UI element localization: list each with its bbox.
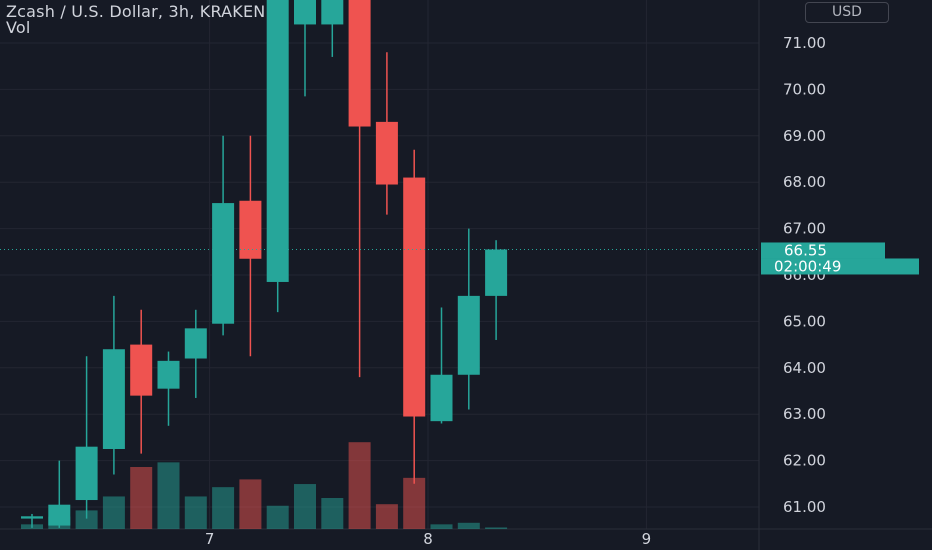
volume-bar bbox=[430, 524, 453, 529]
candle-body bbox=[403, 177, 426, 417]
time-axis: 7 8 9 bbox=[205, 530, 651, 548]
candle-body bbox=[102, 349, 125, 449]
candle-body bbox=[321, 0, 344, 25]
volume-bar bbox=[403, 477, 426, 529]
volume-bar bbox=[266, 505, 289, 529]
last-price-label: 66.55 bbox=[784, 241, 827, 259]
volume-bar bbox=[102, 496, 125, 529]
candle-body bbox=[212, 203, 235, 324]
candle-body bbox=[48, 504, 71, 526]
volume-legend-label[interactable]: Vol bbox=[6, 18, 31, 37]
price-tick-label: 69.00 bbox=[783, 127, 826, 145]
x-grid bbox=[209, 0, 647, 529]
price-tick-label: 62.00 bbox=[783, 452, 826, 470]
candle-body bbox=[375, 121, 398, 185]
countdown-label-bg bbox=[761, 258, 919, 275]
volume-bar bbox=[157, 462, 180, 529]
candle-body bbox=[130, 344, 153, 396]
chart-grid bbox=[0, 42, 759, 508]
candle-body bbox=[75, 446, 98, 501]
volume-bar bbox=[294, 484, 316, 529]
candle-body bbox=[184, 328, 207, 359]
volume-bars bbox=[21, 442, 508, 529]
volume-bar bbox=[212, 487, 235, 529]
price-tick-label: 61.00 bbox=[783, 498, 826, 516]
countdown-label: 02:00:49 bbox=[774, 257, 841, 275]
time-tick-label: 9 bbox=[642, 530, 652, 548]
volume-bar bbox=[239, 479, 262, 529]
volume-bar bbox=[321, 498, 344, 529]
candle-body bbox=[157, 360, 180, 389]
price-tick-label: 65.00 bbox=[783, 312, 826, 330]
volume-bar bbox=[348, 442, 371, 529]
price-tick-label: 63.00 bbox=[783, 405, 826, 423]
volume-bar bbox=[75, 510, 98, 529]
volume-bar bbox=[457, 522, 480, 529]
volume-bar bbox=[485, 527, 508, 529]
price-tick-label: 70.00 bbox=[783, 80, 826, 98]
candle-body bbox=[239, 200, 262, 259]
time-tick-label: 8 bbox=[423, 530, 433, 548]
candle-body bbox=[294, 0, 316, 25]
candle-body bbox=[485, 249, 508, 296]
candle-body bbox=[21, 516, 43, 519]
candle-body bbox=[430, 374, 453, 422]
price-tick-label: 68.00 bbox=[783, 173, 826, 191]
volume-bar bbox=[130, 467, 153, 529]
symbol-title[interactable]: Zcash / U.S. Dollar, 3h, KRAKEN bbox=[6, 2, 266, 21]
price-tick-label: 71.00 bbox=[783, 34, 826, 52]
candle-body bbox=[348, 0, 371, 127]
candle-body bbox=[457, 295, 480, 375]
last-price-label-bg bbox=[761, 242, 885, 259]
price-axis: 71.0070.0069.0068.0067.0066.0065.0064.00… bbox=[783, 34, 826, 516]
candle-body bbox=[266, 0, 289, 282]
currency-button[interactable]: USD bbox=[805, 2, 889, 23]
price-tick-label: 64.00 bbox=[783, 359, 826, 377]
candles bbox=[21, 0, 508, 528]
volume-bar bbox=[184, 496, 207, 529]
time-tick-label: 7 bbox=[205, 530, 215, 548]
price-tick-label: 67.00 bbox=[783, 220, 826, 238]
last-price-tag: 66.55 02:00:49 bbox=[761, 241, 919, 275]
volume-bar bbox=[375, 504, 398, 529]
